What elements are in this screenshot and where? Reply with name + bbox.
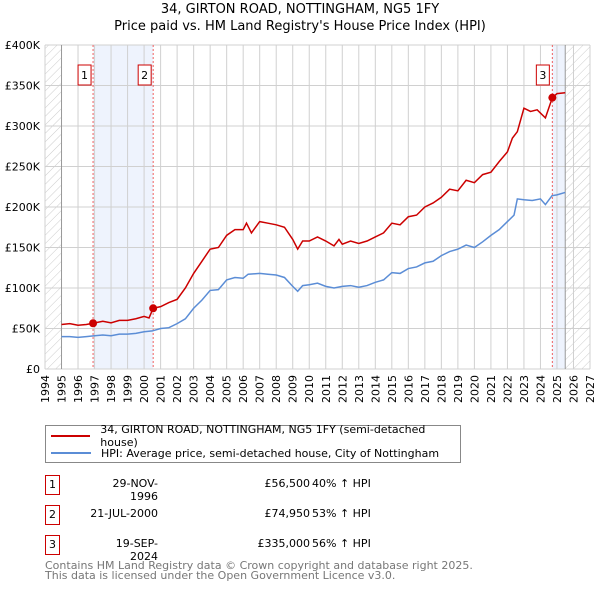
footer-line: Contains HM Land Registry data © Crown c… (45, 559, 473, 572)
x-tick-label: 2023 (518, 375, 531, 403)
x-tick-label: 2024 (534, 375, 547, 403)
chart-subtitle: Price paid vs. HM Land Registry's House … (114, 19, 486, 34)
transaction-row: 2 21-JUL-2000 £74,950 53% ↑ HPI (45, 505, 465, 525)
transaction-price: £74,950 (264, 507, 311, 520)
x-tick-label: 2007 (254, 375, 267, 403)
legend: 34, GIRTON ROAD, NOTTINGHAM, NG5 1FY (se… (45, 423, 461, 463)
x-tick-label: 2021 (485, 375, 498, 403)
x-tick-label: 2015 (386, 375, 399, 403)
transaction-number: 3 (45, 535, 60, 555)
y-tick-label: £350K (5, 80, 41, 93)
x-tick-label: 2016 (402, 375, 415, 403)
transaction-row: 1 29-NOV-1996 £56,500 40% ↑ HPI (45, 475, 465, 503)
y-tick-label: £100K (5, 282, 41, 295)
hpi-line (61, 191, 566, 339)
sale-point (89, 319, 98, 328)
chart-title: 34, GIRTON ROAD, NOTTINGHAM, NG5 1FY (160, 2, 440, 17)
x-tick-label: 2013 (353, 375, 366, 403)
sale-label: 1 (81, 69, 88, 82)
x-tick-label: 2012 (336, 375, 349, 403)
footer: Contains HM Land Registry data © Crown c… (45, 559, 473, 582)
x-tick-label: 2009 (287, 375, 300, 403)
x-tick-label: 2018 (435, 375, 448, 403)
x-tick-label: 2008 (270, 375, 283, 403)
legend-item-hpi: HPI: Average price, semi-detached house,… (51, 445, 439, 461)
legend-item-property: 34, GIRTON ROAD, NOTTINGHAM, NG5 1FY (se… (51, 423, 460, 449)
x-tick-label: 1994 (39, 375, 52, 403)
transaction-date: 29-NOV-1996 (112, 477, 158, 503)
x-tick-label: 1996 (72, 375, 85, 403)
legend-swatch (51, 452, 91, 454)
sale-label-box (535, 64, 550, 86)
y-tick-label: £150K (5, 242, 41, 255)
legend-swatch (51, 435, 91, 437)
x-tick-label: 2027 (584, 375, 597, 403)
y-tick-label: £300K (5, 120, 41, 133)
sale-label: 2 (141, 69, 148, 82)
transaction-price: £335,000 (257, 537, 311, 550)
x-tick-label: 2026 (567, 375, 580, 403)
sale-point (149, 304, 158, 313)
x-tick-label: 2017 (419, 375, 432, 403)
x-tick-label: 2003 (188, 375, 201, 403)
x-tick-label: 2014 (369, 375, 382, 403)
x-tick-label: 2011 (320, 375, 333, 403)
x-tick-label: 2006 (237, 375, 250, 403)
footer-line: This data is licensed under the Open Gov… (45, 569, 396, 582)
transaction-date: 19-SEP-2024 (115, 537, 158, 563)
y-tick-label: £50K (12, 323, 41, 336)
property-price-line (61, 92, 566, 327)
x-tick-label: 2022 (501, 375, 514, 403)
x-tick-label: 2005 (221, 375, 234, 403)
x-tick-label: 2002 (171, 375, 184, 403)
x-tick-label: 2010 (303, 375, 316, 403)
x-tick-label: 1998 (105, 375, 118, 403)
transaction-price: £56,500 (264, 477, 311, 490)
sale-label-box (77, 64, 92, 86)
x-tick-label: 2019 (452, 375, 465, 403)
price-chart: 1994 1995 1996 1997 1998 1999 2000 2001 2002 2003… (5, 39, 597, 403)
y-tick-label: £200K (5, 201, 41, 214)
legend-label: HPI: Average price, semi-detached house,… (101, 446, 440, 460)
x-tick-label: 2004 (204, 375, 217, 403)
transaction-hpi: 40% ↑ HPI (312, 477, 371, 490)
x-tick-label: 1997 (89, 375, 102, 403)
transaction-hpi: 56% ↑ HPI (312, 537, 371, 550)
transaction-date: 21-JUL-2000 (90, 507, 158, 520)
y-tick-label: £250K (5, 161, 41, 174)
transaction-hpi: 53% ↑ HPI (312, 507, 371, 520)
x-tick-label: 2001 (155, 375, 168, 403)
x-tick-label: 2025 (551, 375, 564, 403)
legend-label: 34, GIRTON ROAD, NOTTINGHAM, NG5 1FY (se… (100, 423, 426, 449)
sale-point (548, 93, 557, 102)
x-tick-label: 2020 (468, 375, 481, 403)
sale-label: 3 (539, 69, 546, 82)
transaction-number: 1 (45, 475, 60, 495)
x-tick-label: 1995 (56, 375, 69, 403)
x-tick-label: 2000 (138, 375, 151, 403)
y-tick-label: £400K (5, 39, 41, 52)
y-tick-label: £0 (26, 363, 40, 376)
x-tick-label: 1999 (122, 375, 135, 403)
transaction-row: 3 19-SEP-2024 £335,000 56% ↑ HPI (45, 535, 465, 563)
sale-label-box (137, 64, 152, 86)
transaction-number: 2 (45, 505, 60, 525)
